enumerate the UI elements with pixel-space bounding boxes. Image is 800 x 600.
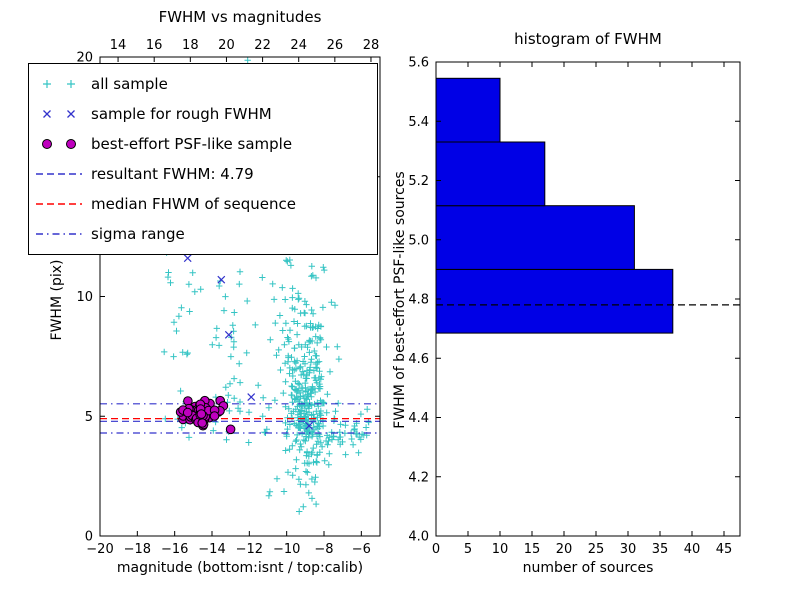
hist-y-tick-label: 4.8 <box>408 293 429 308</box>
psf-sample-point <box>209 411 220 421</box>
legend-item-0: all sample <box>29 69 377 99</box>
hist-x-tick-label: 45 <box>716 542 733 557</box>
legend-label: sigma range <box>91 225 185 243</box>
hist-y-tick-label: 4.2 <box>408 470 429 485</box>
hist-y-tick-label: 4.6 <box>408 352 429 367</box>
dashdot-legend-glyph-icon <box>29 224 89 244</box>
cross-legend-glyph-icon <box>29 104 89 124</box>
hist-y-tick-label: 5.4 <box>408 115 429 130</box>
scatter-top-x-tick-label: 16 <box>146 38 163 53</box>
hist-x-tick-label: 5 <box>464 542 472 557</box>
legend-label: all sample <box>91 75 168 93</box>
histogram-title: histogram of FWHM <box>514 30 662 48</box>
legend-item-2: best-effort PSF-like sample <box>29 129 377 159</box>
scatter-y-tick-label: 5 <box>85 410 93 425</box>
psf-sample-point <box>197 418 207 428</box>
hist-x-tick-label: 35 <box>652 542 669 557</box>
hist-x-tick-label: 20 <box>556 542 573 557</box>
hist-y-tick-label: 4.4 <box>408 411 429 426</box>
scatter-top-x-tick-label: 26 <box>327 38 344 53</box>
dashed-legend-glyph-icon <box>29 194 89 214</box>
circle-legend-glyph-icon <box>29 134 89 154</box>
legend-item-4: median FHWM of sequence <box>29 189 377 219</box>
legend-item-5: sigma range <box>29 219 377 249</box>
hist-y-tick-label: 5.2 <box>408 174 429 189</box>
legend-label: sample for rough FWHM <box>91 105 272 123</box>
hist-x-tick-label: 10 <box>492 542 509 557</box>
scatter-x-tick-label: −14 <box>198 542 225 557</box>
histogram-xlabel: number of sources <box>522 560 654 576</box>
hist-x-tick-label: 30 <box>620 542 637 557</box>
hist-x-tick-label: 40 <box>684 542 701 557</box>
psf-sample-point <box>182 407 193 418</box>
legend-label: median FHWM of sequence <box>91 195 296 213</box>
hist-x-tick-label: 0 <box>432 542 440 557</box>
hist-bar <box>435 268 674 334</box>
scatter-x-tick-label: −10 <box>273 542 300 557</box>
scatter-x-tick-label: −12 <box>236 542 263 557</box>
scatter-x-tick-label: −20 <box>86 542 113 557</box>
scatter-y-tick-label: 20 <box>76 51 93 66</box>
scatter-x-tick-label: −18 <box>124 542 151 557</box>
legend-item-3: resultant FWHM: 4.79 <box>29 159 377 189</box>
scatter-top-x-tick-label: 14 <box>110 38 127 53</box>
hist-x-tick-label: 25 <box>588 542 605 557</box>
psf-sample-point <box>196 409 207 419</box>
scatter-ylabel: FWHM (pix) <box>49 259 65 341</box>
hist-bar <box>435 77 501 143</box>
scatter-x-tick-label: −8 <box>314 542 333 557</box>
hist-y-tick-label: 4.0 <box>408 530 429 545</box>
histogram-ylabel: FWHM of best-effort PSF-like sources <box>392 171 408 429</box>
legend-label: resultant FWHM: 4.79 <box>91 165 254 183</box>
hist-bar <box>435 205 635 270</box>
scatter-xlabel: magnitude (bottom:isnt / top:calib) <box>116 560 364 576</box>
hist-x-tick-label: 15 <box>524 542 541 557</box>
dashed-legend-glyph-icon <box>29 164 89 184</box>
scatter-top-x-tick-label: 20 <box>218 38 235 53</box>
scatter-x-tick-label: −16 <box>161 542 188 557</box>
scatter-title: FWHM vs magnitudes <box>158 8 322 26</box>
scatter-top-x-tick-label: 24 <box>290 38 307 53</box>
scatter-top-x-tick-label: 22 <box>254 38 271 53</box>
hist-y-tick-label: 5.6 <box>408 56 429 71</box>
legend: all sample sample for rough FWHM best-effo… <box>28 63 378 255</box>
legend-item-1: sample for rough FWHM <box>29 99 377 129</box>
legend-label: best-effort PSF-like sample <box>91 135 293 153</box>
scatter-top-x-tick-label: 18 <box>182 38 199 53</box>
scatter-x-tick-label: −6 <box>352 542 371 557</box>
hist-bar <box>435 141 546 207</box>
scatter-y-tick-label: 10 <box>76 290 93 305</box>
scatter-y-tick-label: 0 <box>85 530 93 545</box>
psf-sample-point <box>225 424 236 435</box>
hist-y-tick-label: 5.0 <box>408 233 429 248</box>
scatter-top-x-tick-label: 28 <box>363 38 380 53</box>
plus-legend-glyph-icon <box>29 74 89 94</box>
